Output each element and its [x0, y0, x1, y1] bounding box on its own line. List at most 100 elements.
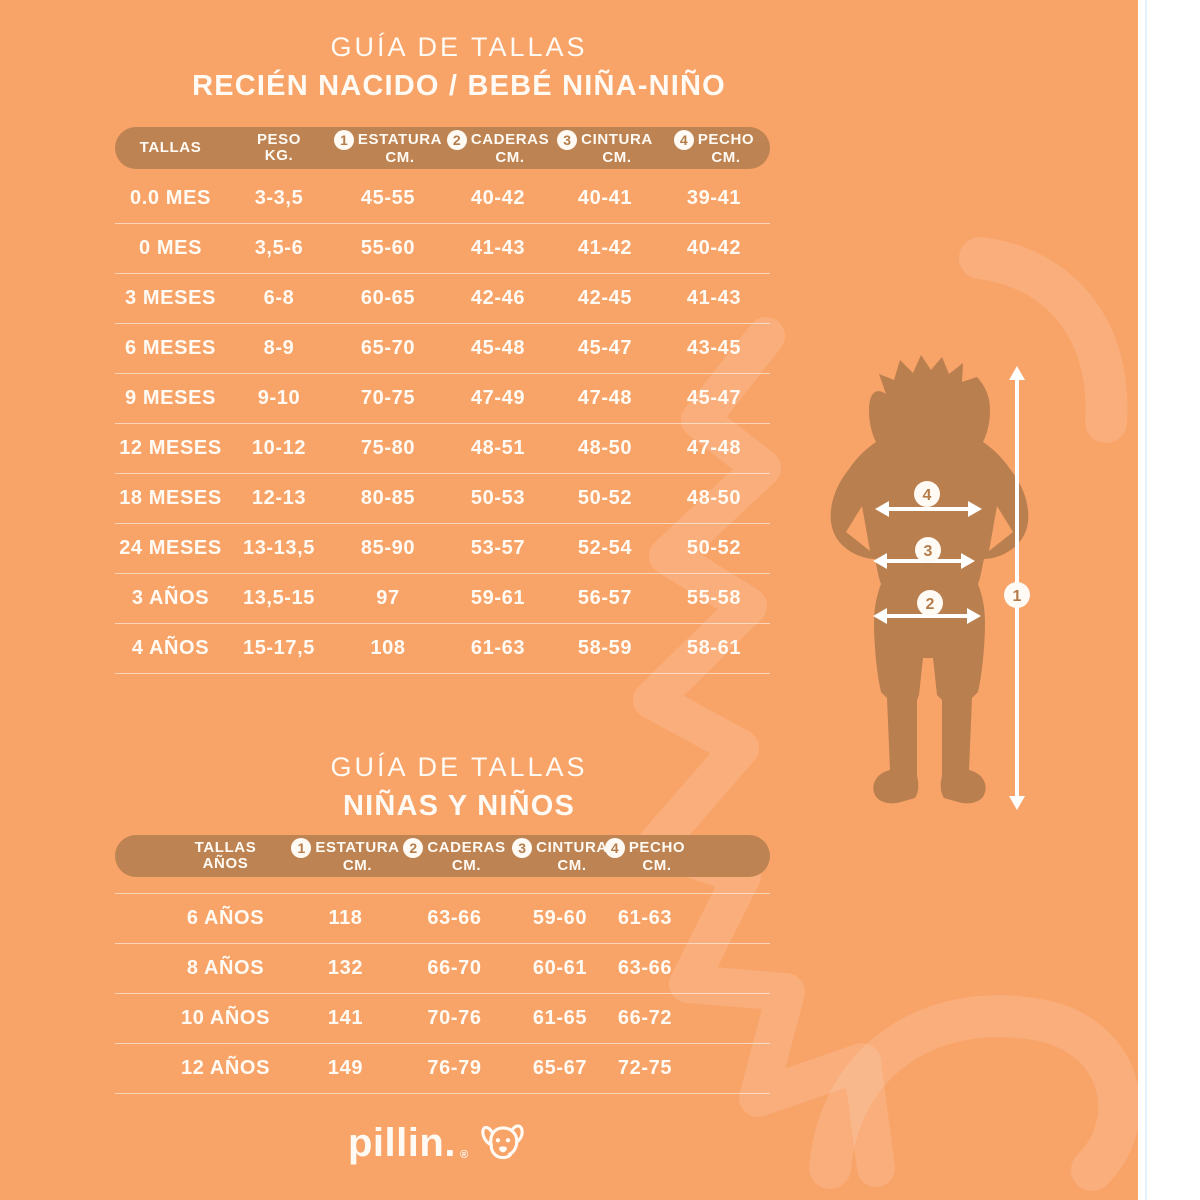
- column-label: ESTATURA: [357, 131, 443, 149]
- registered-trademark: ®: [459, 1149, 469, 1161]
- brand-wordmark: pillin.: [348, 1121, 456, 1165]
- table-cell: 149: [327, 1057, 364, 1079]
- table-cell: 47-48: [686, 437, 742, 459]
- table-cell: 50-52: [577, 487, 633, 509]
- table-cell: 61-63: [470, 637, 526, 659]
- measurement-badges: 4 3 2 1: [914, 481, 1030, 616]
- table-cell: 56-57: [577, 587, 633, 609]
- table-cell: 8-9: [263, 337, 295, 359]
- column-header: TALLAS: [115, 140, 226, 156]
- column-header: 1 ESTATURA CM.: [288, 838, 403, 874]
- table-cell: 3 AÑOS: [131, 587, 210, 609]
- table-row: 24 MESES 13-13,5 85-90 53-57 52-54 50-52: [115, 524, 770, 574]
- column-header: 2 CADERAS CM.: [403, 838, 506, 874]
- table-cell: 13-13,5: [242, 537, 316, 559]
- right-margin-strip: [1138, 0, 1200, 1200]
- table-cell: 50-53: [470, 487, 526, 509]
- measure-number-badge: 4: [673, 130, 694, 151]
- table-cell: 80-85: [360, 487, 416, 509]
- table-cell: 40-42: [686, 237, 742, 259]
- measure-number-badge: 3: [512, 838, 533, 859]
- column-label: TALLAS: [139, 139, 202, 157]
- table-cell: 118: [328, 907, 363, 929]
- faint-divider-line: [1145, 0, 1147, 1200]
- column-label: CINTURA: [536, 839, 608, 857]
- child-silhouette-figure: 4 3 2 1: [830, 355, 1030, 810]
- table-row: 12 MESES 10-12 75-80 48-51 48-50 47-48: [115, 424, 770, 474]
- table-cell: 52-54: [577, 537, 633, 559]
- chest-badge: 4: [914, 481, 940, 507]
- table-cell: 48-50: [577, 437, 633, 459]
- column-unit: CM.: [451, 857, 482, 875]
- table-cell: 66-70: [427, 957, 482, 979]
- table-cell: 0.0 MES: [130, 187, 211, 209]
- table-cell: 60-61: [532, 957, 588, 979]
- table-cell: 45-47: [577, 337, 633, 359]
- svg-text:3: 3: [924, 543, 933, 560]
- height-badge: 1: [1004, 582, 1030, 608]
- table-cell: 58-61: [686, 637, 742, 659]
- table-cell: 70-76: [427, 1007, 482, 1029]
- table-cell: 4 AÑOS: [131, 637, 210, 659]
- table-row: 0 MES 3,5-6 55-60 41-43 41-42 40-42: [115, 224, 770, 274]
- table-row: 3 MESES 6-8 60-65 42-46 42-45 41-43: [115, 274, 770, 324]
- column-header: 3 CINTURA CM.: [552, 130, 658, 166]
- table-cell: 47-48: [577, 387, 633, 409]
- column-unit: CM.: [642, 857, 672, 875]
- table-cell: 10-12: [251, 437, 307, 459]
- table-cell: 10 AÑOS: [180, 1007, 271, 1029]
- chest-arrow: [875, 501, 982, 517]
- column-label: PESO: [256, 131, 302, 149]
- table-cell: 85-90: [360, 537, 416, 559]
- column-header: 4 PECHO CM.: [604, 838, 685, 875]
- table-cell: 43-45: [686, 337, 742, 359]
- table-cell: 61-65: [532, 1007, 588, 1029]
- table-cell: 42-45: [577, 287, 633, 309]
- column-unit: AÑOS: [202, 855, 249, 872]
- section2-title: GUÍA DE TALLAS: [330, 752, 588, 782]
- table-cell: 6-8: [263, 287, 295, 309]
- size-table-kids: TALLAS AÑOS 1 ESTATURA CM. 2 CADERAS CM. 3 CINTUR…: [115, 835, 770, 1094]
- measure-number-badge: 2: [403, 838, 424, 859]
- measure-number-badge: 1: [291, 838, 312, 859]
- column-unit: CM.: [602, 149, 632, 167]
- table-cell: 9-10: [257, 387, 301, 409]
- section1-subtitle: RECIÉN NACIDO / BEBÉ NIÑA-NIÑO: [192, 70, 726, 102]
- table-cell: 70-75: [360, 387, 416, 409]
- section2-title-block: GUÍA DE TALLAS NIÑAS Y NIÑOS: [0, 752, 918, 823]
- table-body: 0.0 MES 3-3,5 45-55 40-42 40-41 39-41 0 MES 3,5…: [115, 174, 770, 674]
- table-cell: 3 MESES: [125, 287, 216, 309]
- svg-text:4: 4: [923, 487, 932, 504]
- measure-number-badge: 3: [557, 130, 578, 151]
- table-cell: 41-43: [470, 237, 526, 259]
- column-header: TALLAS AÑOS: [163, 840, 288, 872]
- table-cell: 3,5-6: [254, 237, 304, 259]
- table-cell: 12-13: [251, 487, 307, 509]
- table-row: 18 MESES 12-13 80-85 50-53 50-52 48-50: [115, 474, 770, 524]
- table-cell: 65-67: [532, 1057, 588, 1079]
- table-cell: 47-49: [470, 387, 526, 409]
- table-cell: 41-43: [686, 287, 742, 309]
- table-cell: 12 AÑOS: [180, 1057, 271, 1079]
- table-cell: 12 MESES: [119, 437, 222, 459]
- table-row: 10 AÑOS 141 70-76 61-65 66-72: [115, 994, 770, 1044]
- table-row: 8 AÑOS 132 66-70 60-61 63-66: [115, 944, 770, 994]
- column-header: 1 ESTATURA CM.: [332, 130, 444, 166]
- column-label: PECHO: [628, 839, 686, 857]
- table-cell: 6 MESES: [125, 337, 216, 359]
- table-cell: 45-48: [470, 337, 526, 359]
- table-cell: 15-17,5: [242, 637, 316, 659]
- table-cell: 50-52: [686, 537, 742, 559]
- table-cell: 40-42: [470, 187, 526, 209]
- table-row: 9 MESES 9-10 70-75 47-49 47-48 45-47: [115, 374, 770, 424]
- table-header: TALLAS PESO KG. 1 ESTATURA CM. 2 CADERAS CM. 3 CIN…: [115, 127, 770, 169]
- column-unit: CM.: [342, 857, 373, 875]
- column-label: PECHO: [697, 131, 755, 149]
- table-cell: 75-80: [360, 437, 416, 459]
- measure-number-badge: 4: [604, 838, 625, 859]
- table-cell: 40-41: [577, 187, 633, 209]
- table-cell: 63-66: [617, 957, 673, 979]
- column-unit: CM.: [495, 149, 525, 167]
